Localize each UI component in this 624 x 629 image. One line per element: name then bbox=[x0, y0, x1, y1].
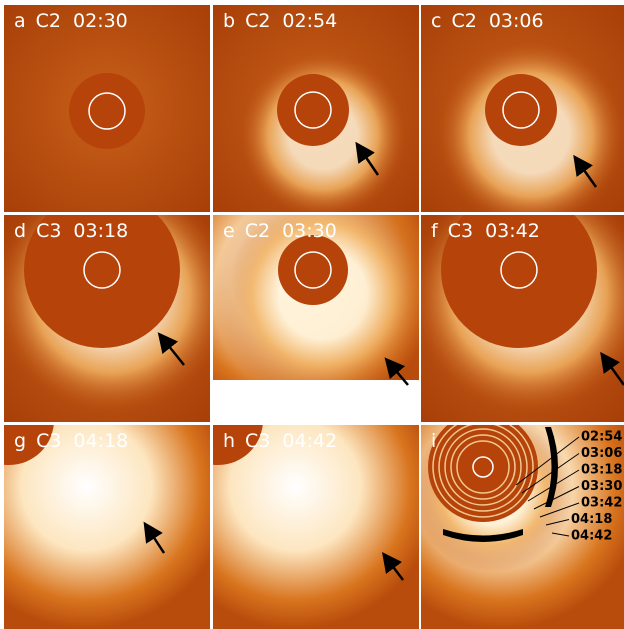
panel-letter: h bbox=[223, 430, 235, 452]
image-panel: b C2 02:54 bbox=[213, 5, 419, 220]
overlay-time: 04:18 bbox=[571, 512, 612, 527]
image-panel: e C2 03:30 bbox=[213, 185, 433, 422]
panel-letter: b bbox=[223, 10, 235, 32]
panel-letter: e bbox=[223, 220, 235, 242]
overlay-time: 03:42 bbox=[581, 496, 622, 511]
occulter-disk bbox=[277, 74, 349, 146]
panel-letter: c bbox=[431, 10, 441, 32]
instrument: C2 bbox=[245, 220, 270, 242]
image-panel: a C2 02:30 bbox=[4, 5, 210, 212]
time: 03:42 bbox=[485, 220, 540, 242]
occulter-disk bbox=[485, 74, 557, 146]
time: 02:54 bbox=[282, 10, 337, 32]
panel-letter: a bbox=[14, 10, 26, 32]
panel-label: i bbox=[431, 430, 436, 452]
instrument: C3 bbox=[36, 430, 61, 452]
time: 03:30 bbox=[282, 220, 337, 242]
instrument: C3 bbox=[36, 220, 61, 242]
occulter-disk bbox=[278, 235, 348, 305]
occulter-disk bbox=[69, 73, 145, 149]
overlay-time: 04:42 bbox=[571, 529, 612, 544]
panel-letter: g bbox=[14, 430, 26, 452]
image-panel: c C2 03:06 bbox=[421, 5, 624, 230]
instrument: C2 bbox=[36, 10, 61, 32]
overlay-time: 02:54 bbox=[581, 430, 622, 445]
instrument: C2 bbox=[451, 10, 476, 32]
figure: a C2 02:30 b C2 02:54 c C2 03:06 d C3 03:18 e C2 03:30… bbox=[0, 0, 624, 629]
overlay-time: 03:06 bbox=[581, 446, 622, 461]
time: 02:30 bbox=[73, 10, 128, 32]
time: 04:18 bbox=[73, 430, 128, 452]
time: 03:06 bbox=[489, 10, 544, 32]
time: 04:42 bbox=[282, 430, 337, 452]
overlay-time: 03:30 bbox=[581, 479, 622, 494]
instrument: C3 bbox=[245, 430, 270, 452]
occulter-disk bbox=[24, 192, 180, 348]
occulter-disk bbox=[441, 192, 597, 348]
overlay-time: 03:18 bbox=[581, 463, 622, 478]
time: 03:18 bbox=[73, 220, 128, 242]
no-data-area bbox=[213, 380, 419, 422]
image-panel: d C3 03:18 bbox=[0, 175, 232, 422]
panel-letter: i bbox=[431, 430, 436, 452]
instrument: C3 bbox=[448, 220, 473, 242]
panel-letter: d bbox=[14, 220, 26, 242]
instrument: C2 bbox=[245, 10, 270, 32]
